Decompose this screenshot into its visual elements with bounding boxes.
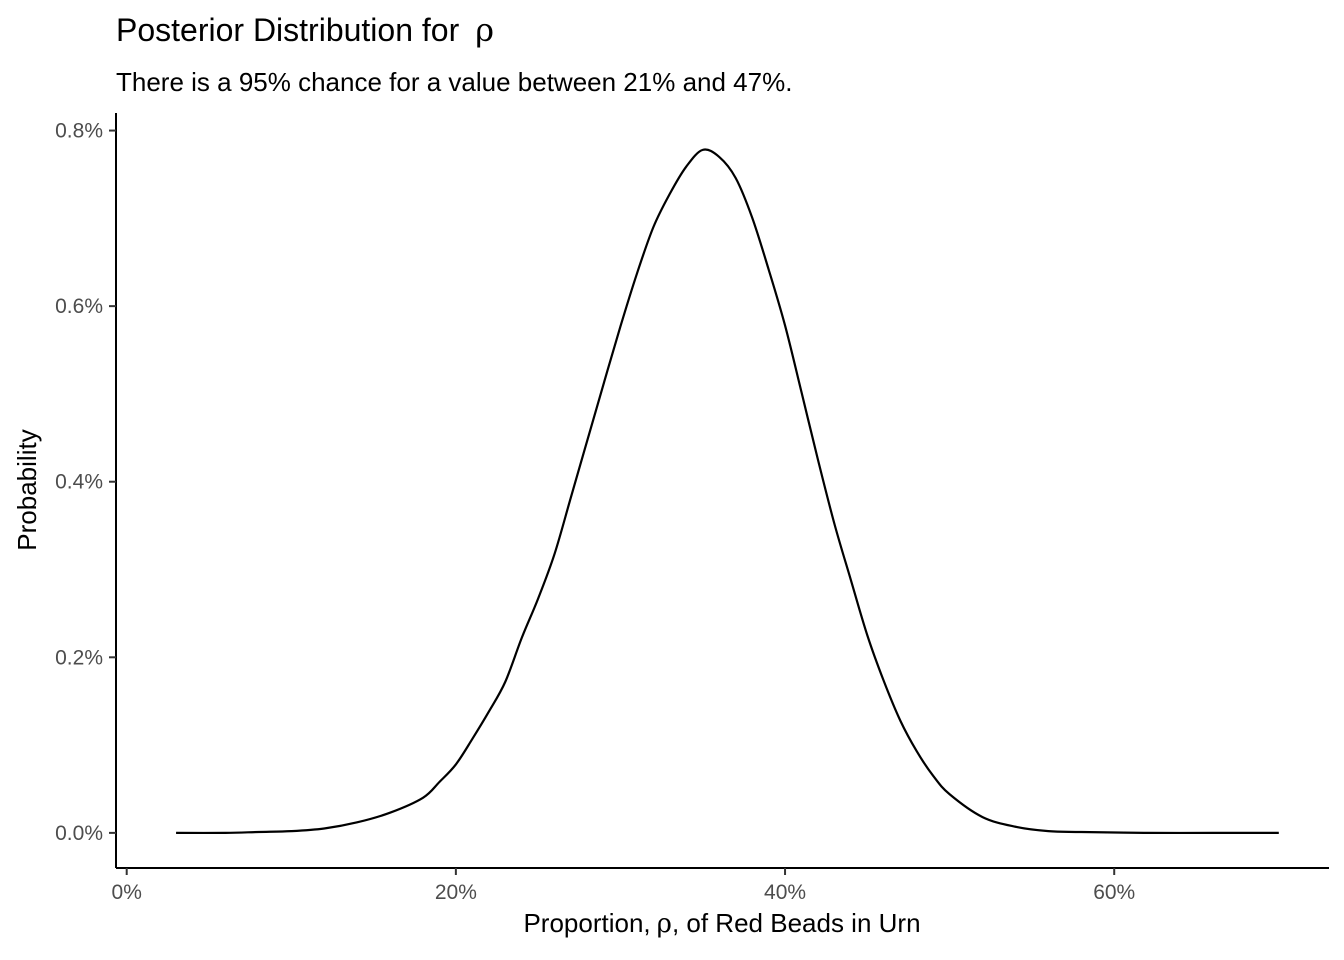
plot-series xyxy=(176,148,1279,835)
x-tick-label: 60% xyxy=(1093,881,1135,904)
y-tick-label: 0.8% xyxy=(55,120,103,143)
y-axis: 0.0% 0.2% 0.4% 0.6% 0.8% xyxy=(55,113,117,868)
x-tick-label: 0% xyxy=(112,881,142,904)
y-tick-label: 0.2% xyxy=(55,646,103,669)
y-tick-label: 0.4% xyxy=(55,471,103,494)
x-axis-title: Proportion, ρ, of Red Beads in Urn xyxy=(523,908,920,939)
x-axis-title-before: Proportion, xyxy=(523,908,650,938)
chart-title-text: Posterior Distribution for xyxy=(116,12,460,48)
y-tick-label: 0.6% xyxy=(55,295,103,318)
x-tick-label: 20% xyxy=(435,881,477,904)
x-axis: 0% 20% 40% 60% xyxy=(112,867,1329,904)
x-tick-label: 40% xyxy=(764,881,806,904)
chart-subtitle: There is a 95% chance for a value betwee… xyxy=(116,67,792,97)
posterior-density-line xyxy=(176,148,1279,835)
y-tick-label: 0.0% xyxy=(55,822,103,845)
chart-title-rho-symbol: ρ xyxy=(475,11,494,49)
x-axis-title-after: , of Red Beads in Urn xyxy=(672,908,921,938)
chart-title: Posterior Distribution for ρ xyxy=(116,11,494,49)
x-axis-title-rho-symbol: ρ xyxy=(657,909,672,939)
y-axis-title: Probability xyxy=(12,429,42,550)
